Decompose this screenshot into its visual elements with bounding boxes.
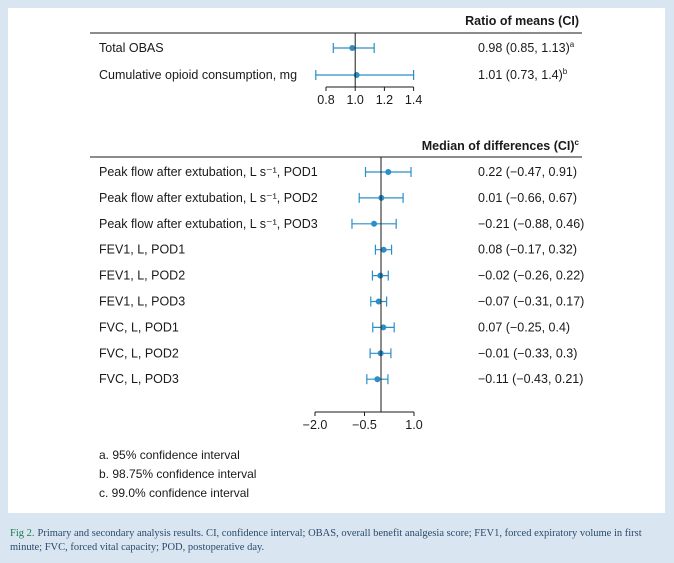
- forest-row: Total OBAS 0.98 (0.85, 1.13)a: [99, 40, 575, 55]
- row-label: Peak flow after extubation, L s⁻¹, POD1: [99, 165, 318, 179]
- point-estimate: [377, 272, 384, 279]
- ci-superscript: a: [570, 40, 575, 49]
- tick-label: 1.4: [405, 93, 422, 107]
- row-label: Peak flow after extubation, L s⁻¹, POD3: [99, 217, 318, 231]
- forest-row: FVC, L, POD1 0.07 (−0.25, 0.4): [99, 320, 570, 334]
- point-estimate: [385, 169, 392, 175]
- forest-row: FEV1, L, POD2 −0.02 (−0.26, 0.22): [99, 269, 584, 283]
- forest-row: FEV1, L, POD3 −0.07 (−0.31, 0.17): [99, 295, 584, 309]
- forest-row: Cumulative opioid consumption, mg 1.01 (0…: [99, 67, 568, 82]
- forest-row: Peak flow after extubation, L s⁻¹, POD2 0…: [99, 191, 577, 205]
- row-label: FVC, L, POD3: [99, 372, 179, 386]
- tick-label: 1.2: [376, 93, 393, 107]
- row-label: FEV1, L, POD1: [99, 243, 185, 257]
- row-label: Cumulative opioid consumption, mg: [99, 68, 297, 82]
- forest-row: Peak flow after extubation, L s⁻¹, POD1 0…: [99, 165, 577, 179]
- point-estimate: [380, 246, 387, 253]
- footnote-c: c. 99.0% confidence interval: [99, 486, 249, 500]
- ci-text: −0.07 (−0.31, 0.17): [478, 295, 584, 309]
- row-label: Total OBAS: [99, 41, 164, 55]
- top-header: Ratio of means (CI): [465, 14, 579, 28]
- row-label: FEV1, L, POD3: [99, 295, 185, 309]
- point-estimate: [375, 298, 382, 305]
- row-label: Peak flow after extubation, L s⁻¹, POD2: [99, 191, 318, 205]
- bottom-header: Median of differences (CI)c: [422, 138, 580, 153]
- ci-text: −0.02 (−0.26, 0.22): [478, 269, 584, 283]
- ci-text: −0.01 (−0.33, 0.3): [478, 346, 577, 360]
- footnote-b: b. 98.75% confidence interval: [99, 467, 256, 481]
- row-label: FVC, L, POD1: [99, 320, 179, 334]
- figure-panel: [8, 8, 665, 513]
- ci-text: 0.07 (−0.25, 0.4): [478, 320, 570, 334]
- forest-row: FEV1, L, POD1 0.08 (−0.17, 0.32): [99, 243, 577, 257]
- ci-text: 0.22 (−0.47, 0.91): [478, 165, 577, 179]
- tick-label: −0.5: [352, 418, 377, 432]
- ci-text: 0.98 (0.85, 1.13)a: [478, 40, 575, 55]
- point-estimate: [380, 324, 387, 331]
- point-estimate: [374, 376, 381, 383]
- ci-text: 1.01 (0.73, 1.4)b: [478, 67, 568, 82]
- caption-label: Fig 2.: [10, 528, 35, 539]
- tick-label: −2.0: [303, 418, 328, 432]
- tick-label: 1.0: [347, 93, 364, 107]
- ci-text: −0.21 (−0.88, 0.46): [478, 217, 584, 231]
- ci-superscript: b: [563, 67, 568, 76]
- point-estimate: [353, 72, 360, 78]
- ci-text: 0.01 (−0.66, 0.67): [478, 191, 577, 205]
- ci-text: −0.11 (−0.43, 0.21): [478, 372, 583, 386]
- forest-row: Peak flow after extubation, L s⁻¹, POD3 −…: [99, 217, 584, 231]
- forest-row: FVC, L, POD3 −0.11 (−0.43, 0.21): [99, 372, 583, 386]
- footnote-a: a. 95% confidence interval: [99, 448, 240, 462]
- tick-label: 0.8: [317, 93, 334, 107]
- forest-plot: Ratio of means (CI) Total OBAS 0.98 (0.85…: [90, 14, 584, 500]
- point-estimate: [349, 45, 356, 51]
- tick-label: 1.0: [405, 418, 422, 432]
- forest-row: FVC, L, POD2 −0.01 (−0.33, 0.3): [99, 346, 577, 360]
- point-estimate: [371, 220, 378, 227]
- caption-text: Primary and secondary analysis results. …: [10, 528, 642, 553]
- row-label: FVC, L, POD2: [99, 346, 179, 360]
- figure-caption: Fig 2. Primary and secondary analysis res…: [10, 527, 666, 555]
- row-label: FEV1, L, POD2: [99, 269, 185, 283]
- ci-text: 0.08 (−0.17, 0.32): [478, 243, 577, 257]
